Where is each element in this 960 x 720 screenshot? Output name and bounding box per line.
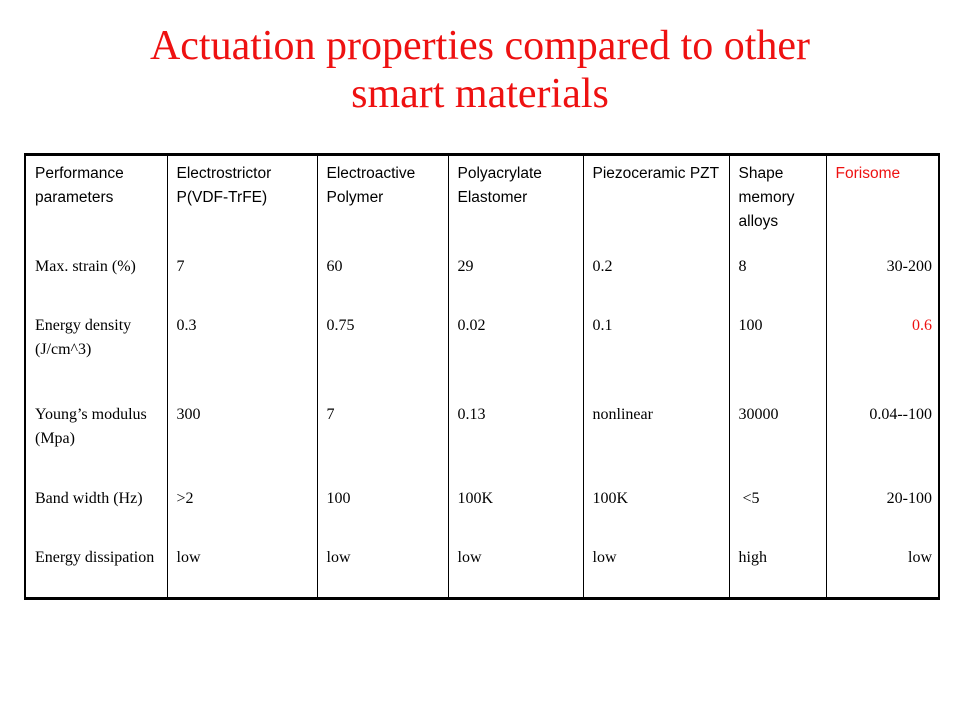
properties-table: Performance parameters Electrostrictor P… <box>24 153 940 600</box>
table-cell: 30000 <box>728 396 827 481</box>
table-cell: 0.2 <box>582 248 730 308</box>
table-cell: 100 <box>728 307 827 397</box>
table-cell: >2 <box>166 480 318 540</box>
header-cell-electrostrictor: Electrostrictor P(VDF-TrFE) <box>166 153 318 249</box>
table-cell: high <box>728 539 827 600</box>
table-cell-forisome: 0.04--100 <box>825 396 940 481</box>
row-label: Energy density (J/cm^3) <box>24 307 168 397</box>
header-cell-polyacrylate-elastomer: Polyacrylate Elastomer <box>447 153 584 249</box>
table-cell: 0.75 <box>316 307 449 397</box>
table-cell: 0.3 <box>166 307 318 397</box>
row-label: Young’s modulus (Mpa) <box>24 396 168 481</box>
table-cell: low <box>166 539 318 600</box>
table-cell: 0.1 <box>582 307 730 397</box>
table-cell: 8 <box>728 248 827 308</box>
table-cell: 300 <box>166 396 318 481</box>
table-row-band-width: Band width (Hz) >2 100 100K 100K <5 20-1… <box>24 480 940 540</box>
row-label: Band width (Hz) <box>24 480 168 540</box>
table-cell: low <box>316 539 449 600</box>
table-row-energy-density: Energy density (J/cm^3) 0.3 0.75 0.02 0.… <box>24 307 940 397</box>
table-cell: 7 <box>316 396 449 481</box>
table-cell: 60 <box>316 248 449 308</box>
table-cell: low <box>582 539 730 600</box>
table-cell: 100K <box>447 480 584 540</box>
table-cell: 0.13 <box>447 396 584 481</box>
title-line-1: Actuation properties compared to other <box>149 23 811 69</box>
header-cell-forisome: Forisome <box>825 153 940 249</box>
header-cell-shape-memory-alloys: Shape memory alloys <box>728 153 827 249</box>
table-cell-forisome: 0.6 <box>825 307 940 397</box>
table-row-youngs-modulus: Young’s modulus (Mpa) 300 7 0.13 nonline… <box>24 396 940 481</box>
table-cell: 100K <box>582 480 730 540</box>
table-cell: 7 <box>166 248 318 308</box>
table-row-energy-dissipation: Energy dissipation low low low low high … <box>24 539 940 600</box>
header-cell-parameters: Performance parameters <box>24 153 168 249</box>
table-cell: nonlinear <box>582 396 730 481</box>
table-cell: 0.02 <box>447 307 584 397</box>
table-row-max-strain: Max. strain (%) 7 60 29 0.2 8 30-200 <box>24 248 940 308</box>
table-cell: 100 <box>316 480 449 540</box>
table-cell-forisome: 30-200 <box>825 248 940 308</box>
row-label: Energy dissipation <box>24 539 168 600</box>
table-cell: <5 <box>728 480 827 540</box>
header-cell-piezoceramic: Piezoceramic PZT <box>582 153 730 249</box>
header-cell-electroactive-polymer: Electroactive Polymer <box>316 153 449 249</box>
row-label: Max. strain (%) <box>24 248 168 308</box>
slide-title: Actuation properties compared to other s… <box>0 22 960 118</box>
title-line-2: smart materials <box>351 71 609 117</box>
header-row: Performance parameters Electrostrictor P… <box>24 153 940 249</box>
table-cell-forisome: low <box>825 539 940 600</box>
table-cell: 29 <box>447 248 584 308</box>
table-cell-forisome: 20-100 <box>825 480 940 540</box>
table-cell: low <box>447 539 584 600</box>
